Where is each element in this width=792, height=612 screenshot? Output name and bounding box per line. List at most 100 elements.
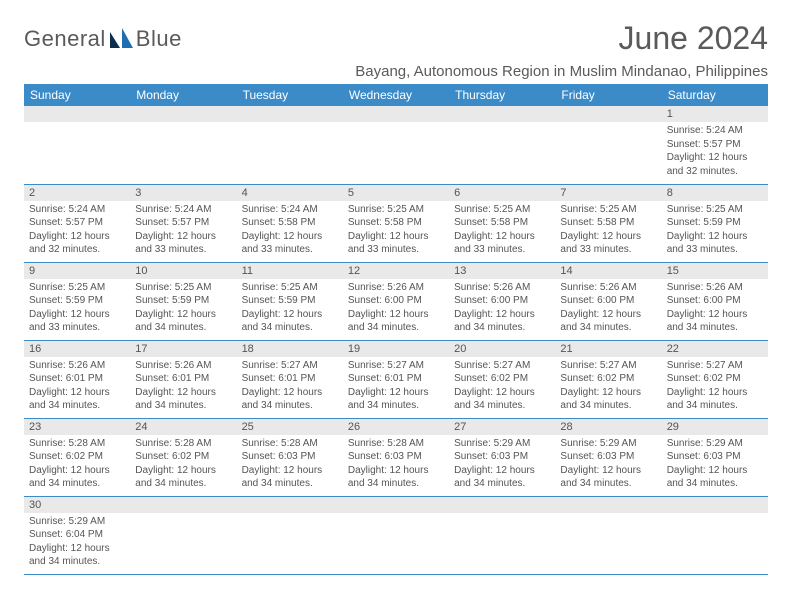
calendar-day-cell: 26Sunrise: 5:28 AMSunset: 6:03 PMDayligh…	[343, 418, 449, 496]
daylight-value: Daylight: 12 hours and 34 minutes.	[560, 464, 656, 491]
sunrise-value: Sunrise: 5:29 AM	[667, 437, 763, 451]
day-details: Sunrise: 5:28 AMSunset: 6:02 PMDaylight:…	[130, 435, 236, 495]
calendar-day-cell: 2Sunrise: 5:24 AMSunset: 5:57 PMDaylight…	[24, 184, 130, 262]
title-block: June 2024 Bayang, Autonomous Region in M…	[355, 20, 768, 80]
day-number: 25	[237, 419, 343, 435]
sunset-value: Sunset: 6:01 PM	[242, 372, 338, 386]
daylight-value: Daylight: 12 hours and 33 minutes.	[667, 230, 763, 257]
sunset-value: Sunset: 6:02 PM	[29, 450, 125, 464]
sunrise-value: Sunrise: 5:25 AM	[242, 281, 338, 295]
sunset-value: Sunset: 5:57 PM	[29, 216, 125, 230]
daylight-value: Daylight: 12 hours and 34 minutes.	[348, 308, 444, 335]
daylight-value: Daylight: 12 hours and 34 minutes.	[667, 464, 763, 491]
daylight-value: Daylight: 12 hours and 32 minutes.	[29, 230, 125, 257]
day-number	[343, 106, 449, 122]
day-number: 10	[130, 263, 236, 279]
day-details: Sunrise: 5:28 AMSunset: 6:03 PMDaylight:…	[237, 435, 343, 495]
calendar-day-cell	[237, 496, 343, 574]
calendar-day-cell: 12Sunrise: 5:26 AMSunset: 6:00 PMDayligh…	[343, 262, 449, 340]
sunrise-value: Sunrise: 5:26 AM	[348, 281, 444, 295]
day-details: Sunrise: 5:28 AMSunset: 6:02 PMDaylight:…	[24, 435, 130, 495]
day-details: Sunrise: 5:25 AMSunset: 5:59 PMDaylight:…	[662, 201, 768, 261]
day-number	[130, 106, 236, 122]
daylight-value: Daylight: 12 hours and 34 minutes.	[454, 464, 550, 491]
day-number: 24	[130, 419, 236, 435]
sunrise-value: Sunrise: 5:26 AM	[667, 281, 763, 295]
calendar-day-cell	[130, 106, 236, 184]
day-details: Sunrise: 5:24 AMSunset: 5:57 PMDaylight:…	[130, 201, 236, 261]
calendar-week-row: 9Sunrise: 5:25 AMSunset: 5:59 PMDaylight…	[24, 262, 768, 340]
calendar-day-cell: 17Sunrise: 5:26 AMSunset: 6:01 PMDayligh…	[130, 340, 236, 418]
calendar-day-cell: 9Sunrise: 5:25 AMSunset: 5:59 PMDaylight…	[24, 262, 130, 340]
sunset-value: Sunset: 6:00 PM	[348, 294, 444, 308]
daylight-value: Daylight: 12 hours and 34 minutes.	[454, 386, 550, 413]
day-number	[555, 106, 661, 122]
sunrise-value: Sunrise: 5:25 AM	[348, 203, 444, 217]
calendar-day-cell: 20Sunrise: 5:27 AMSunset: 6:02 PMDayligh…	[449, 340, 555, 418]
day-details: Sunrise: 5:26 AMSunset: 6:00 PMDaylight:…	[343, 279, 449, 339]
day-number: 16	[24, 341, 130, 357]
sunrise-value: Sunrise: 5:24 AM	[135, 203, 231, 217]
calendar-day-cell: 19Sunrise: 5:27 AMSunset: 6:01 PMDayligh…	[343, 340, 449, 418]
calendar-day-cell: 1Sunrise: 5:24 AMSunset: 5:57 PMDaylight…	[662, 106, 768, 184]
daylight-value: Daylight: 12 hours and 34 minutes.	[242, 308, 338, 335]
calendar-day-cell: 30Sunrise: 5:29 AMSunset: 6:04 PMDayligh…	[24, 496, 130, 574]
sunset-value: Sunset: 6:00 PM	[667, 294, 763, 308]
day-header: Friday	[555, 84, 661, 106]
calendar-day-cell: 3Sunrise: 5:24 AMSunset: 5:57 PMDaylight…	[130, 184, 236, 262]
sunset-value: Sunset: 5:58 PM	[454, 216, 550, 230]
sunset-value: Sunset: 6:01 PM	[29, 372, 125, 386]
sunset-value: Sunset: 6:01 PM	[135, 372, 231, 386]
calendar-day-cell: 25Sunrise: 5:28 AMSunset: 6:03 PMDayligh…	[237, 418, 343, 496]
daylight-value: Daylight: 12 hours and 34 minutes.	[29, 542, 125, 569]
calendar-day-cell	[343, 496, 449, 574]
daylight-value: Daylight: 12 hours and 34 minutes.	[348, 386, 444, 413]
day-number: 23	[24, 419, 130, 435]
daylight-value: Daylight: 12 hours and 34 minutes.	[667, 308, 763, 335]
sunset-value: Sunset: 6:02 PM	[135, 450, 231, 464]
sunset-value: Sunset: 6:03 PM	[560, 450, 656, 464]
calendar-day-cell: 8Sunrise: 5:25 AMSunset: 5:59 PMDaylight…	[662, 184, 768, 262]
sunrise-value: Sunrise: 5:25 AM	[667, 203, 763, 217]
calendar-day-cell: 23Sunrise: 5:28 AMSunset: 6:02 PMDayligh…	[24, 418, 130, 496]
day-number: 14	[555, 263, 661, 279]
sunset-value: Sunset: 6:03 PM	[667, 450, 763, 464]
sunset-value: Sunset: 6:00 PM	[560, 294, 656, 308]
day-number: 15	[662, 263, 768, 279]
location-subtitle: Bayang, Autonomous Region in Muslim Mind…	[355, 63, 768, 80]
sunset-value: Sunset: 5:59 PM	[667, 216, 763, 230]
daylight-value: Daylight: 12 hours and 34 minutes.	[242, 386, 338, 413]
sunrise-value: Sunrise: 5:26 AM	[560, 281, 656, 295]
sunset-value: Sunset: 6:03 PM	[454, 450, 550, 464]
sunset-value: Sunset: 5:59 PM	[242, 294, 338, 308]
daylight-value: Daylight: 12 hours and 34 minutes.	[135, 464, 231, 491]
calendar-day-cell: 11Sunrise: 5:25 AMSunset: 5:59 PMDayligh…	[237, 262, 343, 340]
calendar-day-cell: 13Sunrise: 5:26 AMSunset: 6:00 PMDayligh…	[449, 262, 555, 340]
day-number: 6	[449, 185, 555, 201]
sunrise-value: Sunrise: 5:25 AM	[135, 281, 231, 295]
daylight-value: Daylight: 12 hours and 34 minutes.	[454, 308, 550, 335]
brand-name-1: General	[24, 26, 106, 52]
calendar-day-cell	[555, 106, 661, 184]
day-details: Sunrise: 5:26 AMSunset: 6:00 PMDaylight:…	[662, 279, 768, 339]
day-number: 22	[662, 341, 768, 357]
sunset-value: Sunset: 5:57 PM	[135, 216, 231, 230]
sunset-value: Sunset: 5:58 PM	[348, 216, 444, 230]
day-number: 18	[237, 341, 343, 357]
daylight-value: Daylight: 12 hours and 33 minutes.	[560, 230, 656, 257]
daylight-value: Daylight: 12 hours and 34 minutes.	[667, 386, 763, 413]
calendar-day-cell: 5Sunrise: 5:25 AMSunset: 5:58 PMDaylight…	[343, 184, 449, 262]
day-number: 27	[449, 419, 555, 435]
calendar-day-cell: 22Sunrise: 5:27 AMSunset: 6:02 PMDayligh…	[662, 340, 768, 418]
daylight-value: Daylight: 12 hours and 34 minutes.	[242, 464, 338, 491]
calendar-day-cell	[449, 106, 555, 184]
sunrise-value: Sunrise: 5:26 AM	[29, 359, 125, 373]
calendar-day-cell: 15Sunrise: 5:26 AMSunset: 6:00 PMDayligh…	[662, 262, 768, 340]
sunrise-value: Sunrise: 5:27 AM	[348, 359, 444, 373]
calendar-day-cell: 28Sunrise: 5:29 AMSunset: 6:03 PMDayligh…	[555, 418, 661, 496]
sunrise-value: Sunrise: 5:25 AM	[454, 203, 550, 217]
daylight-value: Daylight: 12 hours and 34 minutes.	[29, 386, 125, 413]
day-number: 30	[24, 497, 130, 513]
calendar-day-cell: 16 Sunrise: 5:26 AMSunset: 6:01 PMDayligh…	[24, 340, 130, 418]
day-number: 5	[343, 185, 449, 201]
